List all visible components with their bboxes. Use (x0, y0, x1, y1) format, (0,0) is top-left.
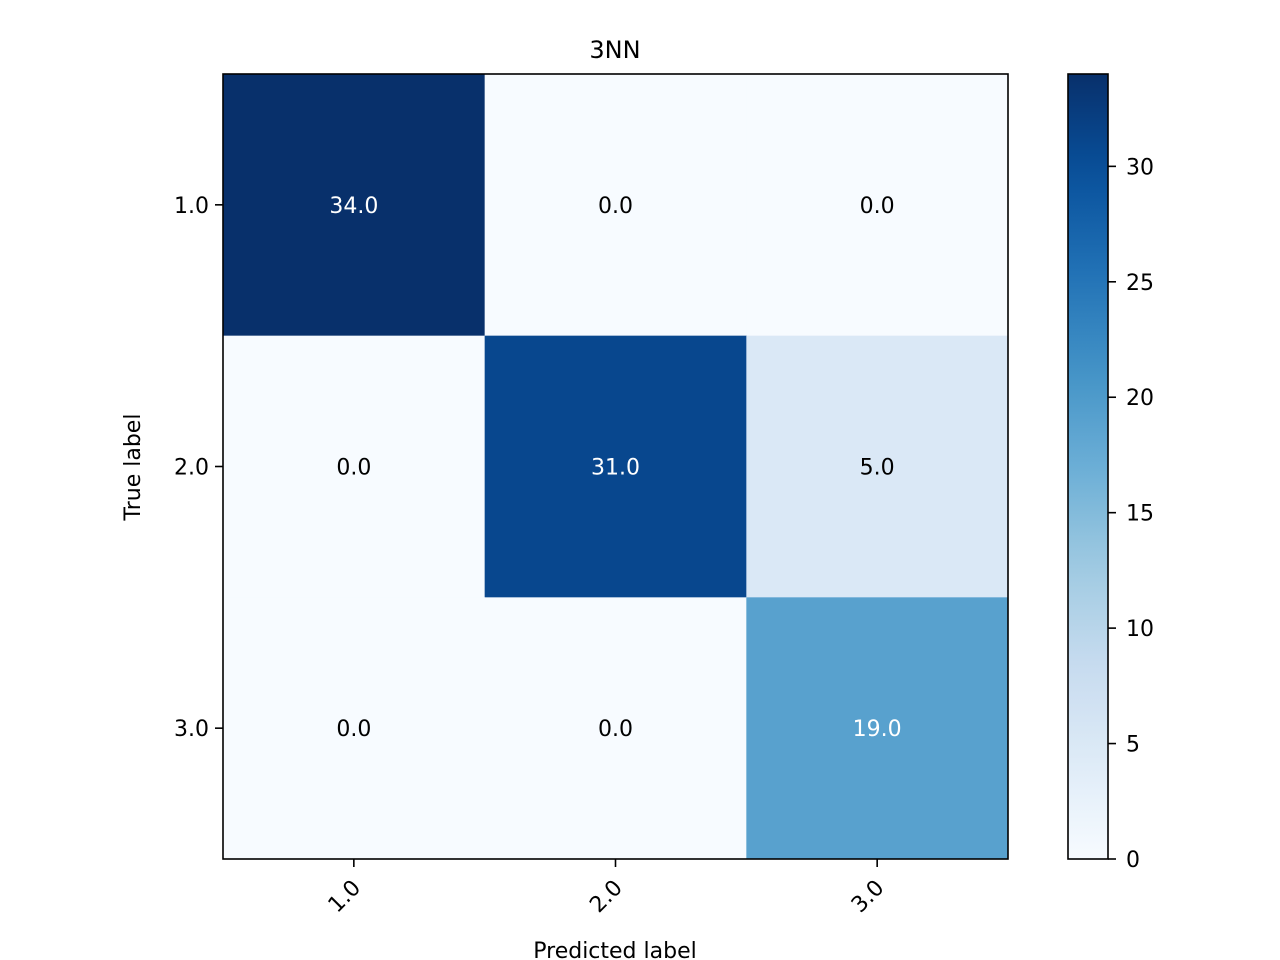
chart-title: 3NN (589, 36, 640, 64)
heatmap-cell (223, 335, 486, 598)
cell-value-label: 34.0 (329, 194, 378, 219)
x-tick-label: 3.0 (847, 876, 889, 918)
x-axis-label: Predicted label (533, 939, 696, 960)
colorbar (1067, 73, 1109, 860)
cell-value-label: 19.0 (853, 717, 902, 742)
cell-value-label: 31.0 (591, 456, 640, 481)
heatmap-cell-labels: 34.0 0.0 0.0 0.0 31.0 5.0 0.0 0.0 19.0 (329, 194, 901, 742)
colorbar-tick-label: 5 (1126, 733, 1140, 758)
y-tick-label: 2.0 (174, 456, 209, 481)
heatmap-cell (746, 74, 1009, 337)
x-tick-label: 1.0 (324, 876, 366, 918)
y-axis-label: True label (121, 414, 146, 522)
heatmap-cell (484, 74, 747, 337)
heatmap-cell (746, 335, 1009, 598)
cell-value-label: 0.0 (336, 456, 371, 481)
x-axis-ticks: 1.0 2.0 3.0 (324, 859, 889, 918)
cell-value-label: 0.0 (860, 194, 895, 219)
colorbar-tick-label: 15 (1126, 502, 1154, 527)
cell-value-label: 0.0 (598, 194, 633, 219)
colorbar-tick-label: 10 (1126, 617, 1154, 642)
heatmap-cell (223, 74, 486, 337)
colorbar-tick-label: 0 (1126, 848, 1140, 873)
colorbar-tick-label: 25 (1126, 271, 1154, 296)
x-tick-label: 2.0 (585, 876, 627, 918)
y-axis-ticks: 1.0 2.0 3.0 (174, 194, 223, 742)
cell-value-label: 0.0 (598, 717, 633, 742)
y-tick-label: 1.0 (174, 194, 209, 219)
cell-value-label: 0.0 (336, 717, 371, 742)
colorbar-ticks: 0 5 10 15 20 25 30 (1108, 155, 1154, 873)
cell-value-label: 5.0 (860, 456, 895, 481)
heatmap-cell (746, 597, 1009, 860)
colorbar-tick-label: 20 (1126, 386, 1154, 411)
colorbar-tick-label: 30 (1126, 155, 1154, 180)
heatmap-cells (223, 74, 1009, 860)
heatmap-cell (484, 597, 747, 860)
heatmap-cell (484, 335, 747, 598)
y-tick-label: 3.0 (174, 717, 209, 742)
heatmap-cell (223, 597, 486, 860)
